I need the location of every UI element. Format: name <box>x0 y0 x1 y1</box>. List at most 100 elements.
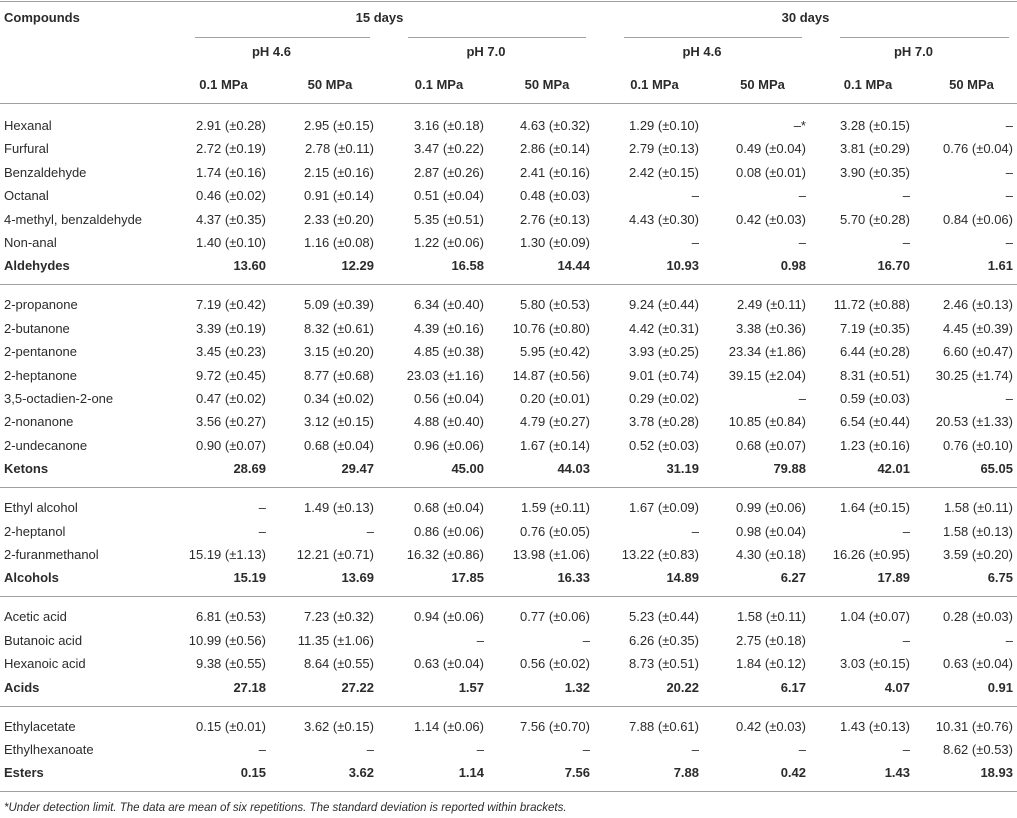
cell-value: –* <box>793 118 806 133</box>
cell-value: 3.93 (±0.25) <box>628 344 699 360</box>
cell-value: 5.09 (±0.39) <box>303 297 374 313</box>
cell-value: 0.46 (±0.02) <box>195 188 266 204</box>
group-total: 31.19 <box>666 461 699 477</box>
cell-value: 4.37 (±0.35) <box>195 211 266 227</box>
cell-value: 0.56 (±0.04) <box>413 391 484 406</box>
group-total-label: Aldehydes <box>4 258 70 274</box>
rule <box>840 37 1009 38</box>
compound-name: Benzaldehyde <box>4 164 87 180</box>
cell-value: 6.26 (±0.35) <box>628 632 699 648</box>
cell-value: – <box>1005 391 1013 406</box>
group-total: 14.44 <box>557 258 590 274</box>
pressure-header: 0.1 MPa <box>414 77 464 92</box>
group-total: 1.14 <box>458 765 484 781</box>
group-total: 0.91 <box>987 679 1013 695</box>
cell-value: 23.34 (±1.86) <box>728 344 806 360</box>
cell-value: 10.85 (±0.84) <box>728 414 806 430</box>
cell-value: 3.28 (±0.15) <box>839 118 910 133</box>
cell-value: 1.84 (±0.12) <box>735 656 806 672</box>
compound-name: 2-heptanone <box>4 367 78 383</box>
cell-value: 6.44 (±0.28) <box>839 344 910 360</box>
group-total: 13.60 <box>233 258 266 274</box>
compound-name: 2-propanone <box>4 297 78 313</box>
cell-value: 0.47 (±0.02) <box>195 391 266 406</box>
cell-value: 8.62 (±0.53) <box>942 742 1013 757</box>
cell-value: 3.39 (±0.19) <box>195 320 266 336</box>
compound-name: Butanoic acid <box>4 632 83 648</box>
cell-value: 7.88 (±0.61) <box>628 718 699 734</box>
cell-value: – <box>582 632 590 648</box>
cell-value: 4.85 (±0.38) <box>413 344 484 360</box>
cell-value: 4.30 (±0.18) <box>735 547 806 562</box>
cell-value: 0.68 (±0.04) <box>413 500 484 516</box>
cell-value: 1.23 (±0.16) <box>839 437 910 453</box>
period-header: 15 days <box>355 10 404 25</box>
cell-value: 2.79 (±0.13) <box>628 141 699 157</box>
compound-name: 3,5-octadien-2-one <box>4 391 114 406</box>
cell-value: 0.99 (±0.06) <box>735 500 806 516</box>
cell-value: 7.19 (±0.42) <box>195 297 266 313</box>
cell-value: – <box>798 235 806 250</box>
compound-name: Ethyl alcohol <box>4 500 78 516</box>
compound-name: 2-butanone <box>4 320 70 336</box>
cell-value: – <box>1005 188 1013 204</box>
cell-value: 10.31 (±0.76) <box>935 718 1013 734</box>
cell-value: 13.98 (±1.06) <box>512 547 590 562</box>
cell-value: 8.77 (±0.68) <box>303 367 374 383</box>
cell-value: 0.68 (±0.07) <box>735 437 806 453</box>
cell-value: 1.59 (±0.11) <box>520 500 590 516</box>
group-total: 65.05 <box>980 461 1013 477</box>
group-total: 27.22 <box>341 679 374 695</box>
cell-value: 3.81 (±0.29) <box>839 141 910 157</box>
compound-name: Non-anal <box>4 235 57 250</box>
cell-value: 3.03 (±0.15) <box>839 656 910 672</box>
compound-name: Ethylacetate <box>4 718 76 734</box>
cell-value: – <box>798 188 806 204</box>
cell-value: 0.68 (±0.04) <box>303 437 374 453</box>
rule <box>624 37 802 38</box>
cell-value: – <box>798 742 806 757</box>
rule <box>0 791 1017 793</box>
group-total: 6.27 <box>780 570 806 586</box>
cell-value: 2.95 (±0.15) <box>303 118 374 133</box>
pressure-header: 50 MPa <box>307 77 353 92</box>
cell-value: 30.25 (±1.74) <box>935 367 1013 383</box>
cell-value: 12.21 (±0.71) <box>296 547 374 562</box>
compound-name: Octanal <box>4 188 49 204</box>
cell-value: 16.26 (±0.95) <box>832 547 910 562</box>
group-total-label: Esters <box>4 765 44 781</box>
cell-value: – <box>798 391 806 406</box>
cell-value: 1.29 (±0.10) <box>628 118 699 133</box>
rule <box>0 284 1017 286</box>
group-total: 1.32 <box>564 679 590 695</box>
header-title: Compounds <box>4 10 80 25</box>
cell-value: 39.15 (±2.04) <box>728 367 806 383</box>
rule <box>408 37 586 38</box>
cell-value: 0.98 (±0.04) <box>735 523 806 539</box>
cell-value: 23.03 (±1.16) <box>406 367 484 383</box>
cell-value: 5.35 (±0.51) <box>413 211 484 227</box>
cell-value: 8.64 (±0.55) <box>303 656 374 672</box>
cell-value: 8.31 (±0.51) <box>839 367 910 383</box>
cell-value: 0.96 (±0.06) <box>413 437 484 453</box>
ph-header: pH 7.0 <box>466 44 506 59</box>
cell-value: 2.76 (±0.13) <box>519 211 590 227</box>
pressure-header: 50 MPa <box>949 77 994 92</box>
cell-value: 1.58 (±0.13) <box>942 523 1013 539</box>
cell-value: 6.81 (±0.53) <box>195 609 266 625</box>
cell-value: 2.46 (±0.13) <box>942 297 1013 313</box>
cell-value: 0.34 (±0.02) <box>303 391 374 406</box>
group-total: 44.03 <box>557 461 590 477</box>
cell-value: 1.40 (±0.10) <box>195 235 266 250</box>
group-total: 28.69 <box>233 461 266 477</box>
cell-value: 2.78 (±0.11) <box>304 141 374 157</box>
cell-value: 15.19 (±1.13) <box>188 547 266 562</box>
cell-value: 11.72 (±0.88) <box>833 297 910 313</box>
cell-value: 20.53 (±1.33) <box>935 414 1013 430</box>
cell-value: 4.88 (±0.40) <box>413 414 484 430</box>
group-total: 12.29 <box>341 258 374 274</box>
cell-value: 1.67 (±0.09) <box>628 500 699 516</box>
cell-value: – <box>1005 164 1013 180</box>
group-total: 0.15 <box>240 765 266 781</box>
cell-value: 0.08 (±0.01) <box>735 164 806 180</box>
